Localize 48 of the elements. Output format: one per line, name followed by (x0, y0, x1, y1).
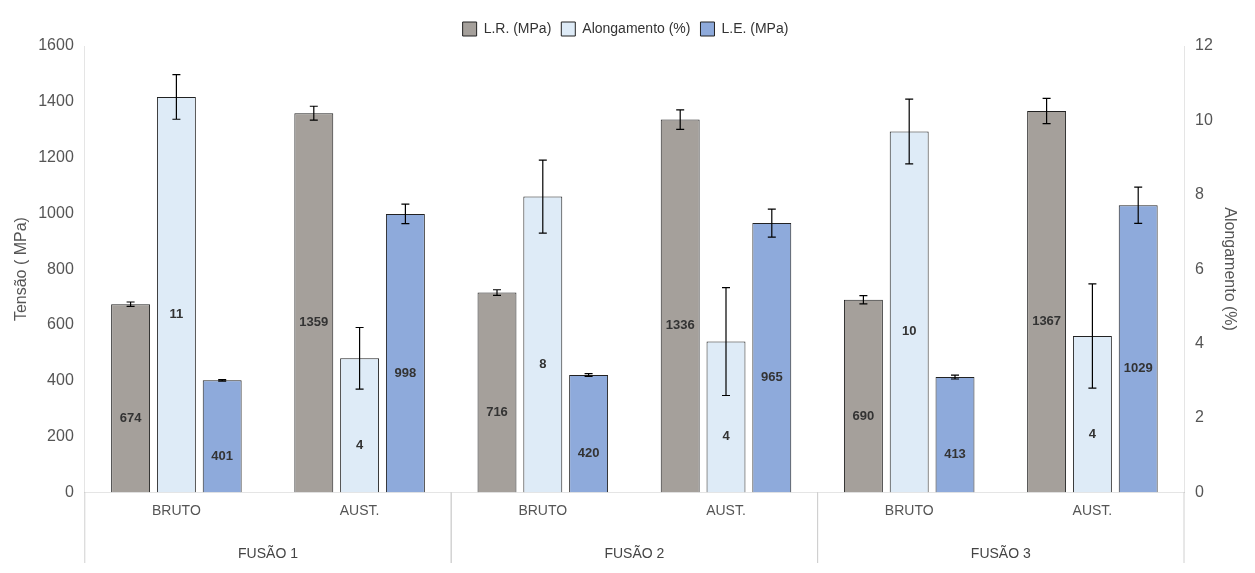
y-tick-label: 1200 (38, 147, 74, 165)
y2-tick-label: 4 (1195, 333, 1204, 351)
y-tick-label: 1000 (38, 203, 74, 221)
data-label: 690 (852, 407, 875, 423)
data-label: 1336 (665, 317, 695, 333)
y2-tick-label: 12 (1195, 36, 1213, 54)
data-label: 1029 (1123, 360, 1153, 376)
text: FUSÃO 2 (604, 545, 665, 562)
data-label: 401 (211, 447, 234, 463)
y2-tick-label: 8 (1195, 185, 1204, 203)
x-tick-label: BRUTO (152, 502, 201, 519)
y-tick-label: 400 (47, 371, 74, 389)
data-label: 716 (486, 403, 508, 419)
data-label: 1359 (299, 314, 329, 330)
y-tick-label: 0 (64, 482, 74, 500)
x-tick-label: AUST. (1072, 502, 1113, 519)
y-axis-title: Tensão ( MPa) (12, 217, 30, 322)
legend-label: L.R. (MPa) (483, 19, 552, 36)
y2-axis-title: Alongamento (%) (1221, 207, 1239, 331)
y-tick-label: 1600 (38, 36, 74, 54)
y2-tick-label: 2 (1195, 408, 1204, 426)
y-tick-label: 600 (47, 315, 74, 333)
data-label: 11 (169, 306, 184, 322)
data-label: 965 (760, 369, 783, 385)
y-tick-label: 200 (47, 426, 74, 444)
text: FUSÃO 3 (970, 545, 1031, 562)
legend-label: Alongamento (%) (582, 19, 691, 36)
data-label: 10 (901, 323, 917, 339)
x-tick-label: BRUTO (518, 502, 568, 519)
x-tick-label: AUST. (339, 502, 380, 519)
data-label: 4 (355, 436, 364, 452)
y2-tick-label: 6 (1195, 259, 1204, 277)
data-label: 413 (944, 446, 966, 462)
data-label: 998 (394, 364, 417, 380)
y2-tick-label: 10 (1195, 110, 1213, 128)
data-label: 420 (577, 445, 600, 461)
x-tick-label: BRUTO (884, 502, 934, 519)
x-tick-label: AUST. (706, 502, 746, 519)
y-tick-label: 1400 (38, 92, 74, 110)
data-label: 674 (119, 409, 143, 425)
y2-tick-label: 0 (1195, 482, 1204, 500)
data-label: 4 (1088, 425, 1097, 441)
data-label: 1367 (1032, 313, 1062, 329)
y-tick-label: 800 (47, 259, 74, 277)
data-label: 4 (722, 428, 731, 444)
data-label: 8 (539, 355, 547, 371)
text: FUSÃO 1 (238, 545, 299, 562)
legend-label: L.E. (MPa) (721, 19, 789, 36)
